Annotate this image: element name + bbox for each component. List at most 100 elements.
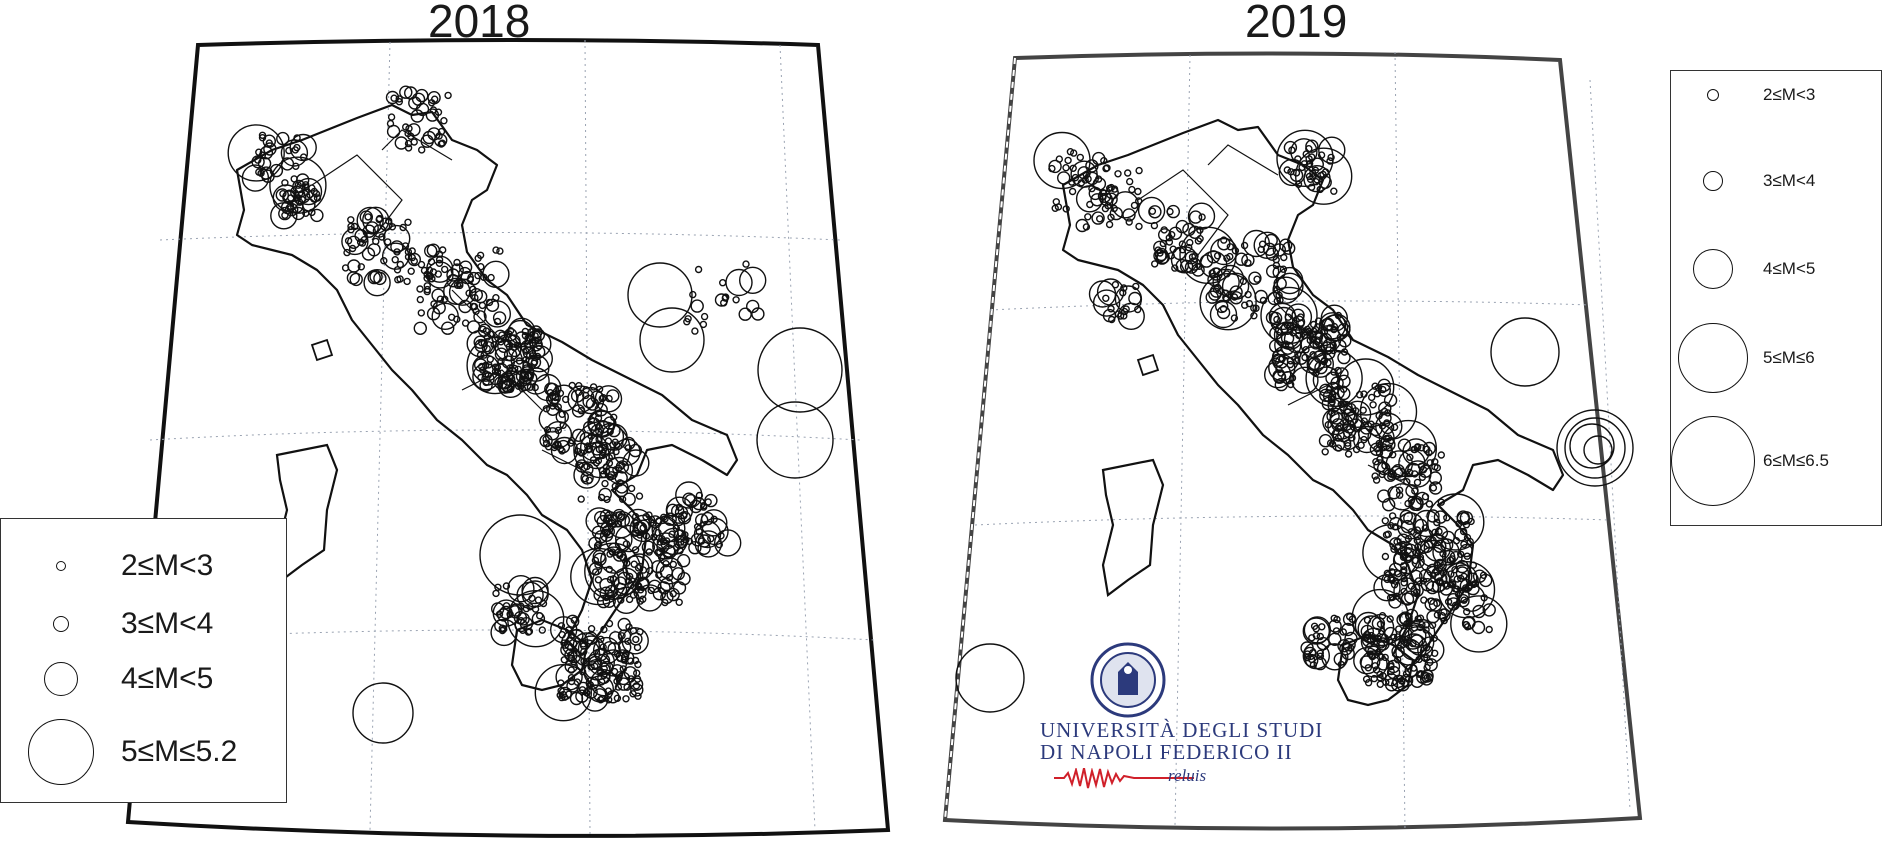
epicenter-circle bbox=[698, 537, 706, 545]
epicenter-circle bbox=[1133, 305, 1142, 314]
epicenter-circle bbox=[416, 285, 424, 293]
epicenter-circle bbox=[425, 108, 440, 122]
university-logo: UNIVERSITÀ DEGLI STUDI DI NAPOLI FEDERIC… bbox=[1040, 640, 1322, 800]
epicenter-circle-large bbox=[1490, 317, 1560, 387]
epicenter-circle bbox=[1105, 220, 1114, 229]
epicenter-circle bbox=[598, 487, 612, 502]
epicenter-circle bbox=[567, 649, 581, 664]
epicenter-circle bbox=[1383, 393, 1398, 407]
epicenter-circle bbox=[579, 640, 587, 648]
epicenter-circle bbox=[1413, 444, 1422, 452]
epicenter-circle bbox=[567, 666, 575, 674]
epicenter-circle bbox=[1321, 396, 1336, 411]
epicenter-circle bbox=[542, 439, 551, 447]
epicenter-circle bbox=[1423, 445, 1431, 453]
epicenter-circle bbox=[480, 273, 488, 281]
epicenter-circle bbox=[1337, 323, 1351, 337]
epicenter-circle bbox=[1404, 535, 1413, 543]
epicenter-circle bbox=[1302, 617, 1331, 645]
epicenter-circle bbox=[1212, 285, 1221, 293]
epicenter-circle bbox=[478, 362, 486, 371]
epicenter-circle bbox=[364, 213, 372, 221]
epicenter-circle bbox=[1413, 536, 1422, 545]
epicenter-circle bbox=[550, 384, 578, 412]
epicenter-circle bbox=[517, 602, 525, 610]
epicenter-circle bbox=[1409, 569, 1423, 584]
epicenter-circle bbox=[1316, 632, 1325, 641]
epicenter-circle bbox=[602, 594, 616, 608]
epicenter-circle bbox=[269, 156, 327, 214]
epicenter-circle bbox=[1300, 330, 1328, 359]
epicenter-circle bbox=[1321, 448, 1329, 456]
epicenter-circle bbox=[618, 632, 626, 640]
legend-item: 3≤M<4 bbox=[1, 607, 213, 641]
epicenter-circle bbox=[1134, 187, 1142, 196]
epicenter-circle bbox=[1386, 615, 1394, 623]
epicenter-circle bbox=[527, 355, 542, 369]
epicenter-circle bbox=[498, 380, 513, 394]
epicenter-circle bbox=[1362, 633, 1371, 641]
epicenter-circle bbox=[567, 677, 576, 686]
epicenter-circle bbox=[1428, 471, 1443, 485]
epicenter-circle bbox=[1066, 147, 1075, 156]
epicenter-circle bbox=[604, 514, 613, 522]
epicenter-circle bbox=[690, 299, 704, 313]
epicenter-circle bbox=[444, 91, 452, 100]
epicenter-circle bbox=[347, 259, 361, 273]
epicenter-circle bbox=[383, 224, 411, 253]
epicenter-circle bbox=[1184, 260, 1199, 274]
epicenter-circle bbox=[630, 683, 644, 697]
epicenter-circle bbox=[1425, 500, 1434, 508]
epicenter-circle bbox=[1148, 205, 1162, 219]
epicenter-circle bbox=[1435, 527, 1443, 536]
epicenter-circle bbox=[292, 179, 306, 194]
epicenter-circle bbox=[413, 321, 427, 335]
epicenter-circle bbox=[1075, 218, 1089, 233]
epicenter-circle bbox=[502, 372, 516, 386]
epicenter-circle bbox=[416, 295, 424, 304]
epicenter-circle bbox=[1244, 259, 1252, 267]
epicenter-circle bbox=[492, 246, 500, 254]
epicenter-circle bbox=[1216, 264, 1245, 293]
epicenter-circle bbox=[1099, 188, 1107, 197]
epicenter-circle-large bbox=[1569, 423, 1615, 469]
epicenter-circle bbox=[367, 270, 381, 285]
epicenter-circle bbox=[1459, 579, 1474, 593]
epicenter-circle bbox=[1320, 356, 1329, 365]
epicenter-circle bbox=[525, 627, 534, 636]
epicenter-circle bbox=[435, 259, 444, 267]
epicenter-circle bbox=[732, 296, 740, 304]
epicenter-circle bbox=[1317, 151, 1326, 159]
epicenter-circle bbox=[494, 619, 508, 633]
legend-circle-icon bbox=[1671, 171, 1755, 191]
epicenter-circle bbox=[632, 682, 641, 690]
epicenter-circle bbox=[1399, 673, 1414, 688]
epicenter-circle bbox=[1048, 159, 1062, 174]
epicenter-circle bbox=[347, 235, 361, 250]
epicenter-circle bbox=[1276, 322, 1304, 350]
epicenter-circle bbox=[1405, 554, 1413, 562]
epicenter-circle bbox=[1114, 170, 1122, 178]
epicenter-circle bbox=[1359, 406, 1367, 414]
epicenter-circle bbox=[1159, 239, 1168, 248]
epicenter-circle bbox=[1392, 674, 1406, 688]
epicenter-circle bbox=[725, 268, 753, 297]
epicenter-circle bbox=[1175, 219, 1190, 234]
epicenter-circle bbox=[487, 273, 495, 282]
legend-2019: 2≤M<3 3≤M<4 4≤M<5 5≤M≤6 6≤M≤6.5 bbox=[1670, 70, 1882, 526]
epicenter-circle bbox=[394, 136, 408, 150]
epicenter-circle bbox=[623, 559, 631, 567]
epicenter-circle bbox=[1276, 129, 1334, 188]
epicenter-circle bbox=[1105, 184, 1114, 193]
epicenter-circle bbox=[437, 127, 446, 136]
epicenter-circle bbox=[689, 290, 697, 299]
epicenter-circle bbox=[587, 663, 595, 671]
epicenter-circle bbox=[1289, 329, 1297, 337]
epicenter-circle bbox=[634, 564, 643, 572]
epicenter-circle bbox=[430, 300, 438, 308]
epicenter-circle bbox=[629, 514, 657, 543]
epicenter-circle bbox=[440, 116, 448, 125]
epicenter-circle bbox=[1321, 643, 1349, 671]
epicenter-circle bbox=[633, 669, 641, 677]
epicenter-circle bbox=[633, 643, 642, 652]
